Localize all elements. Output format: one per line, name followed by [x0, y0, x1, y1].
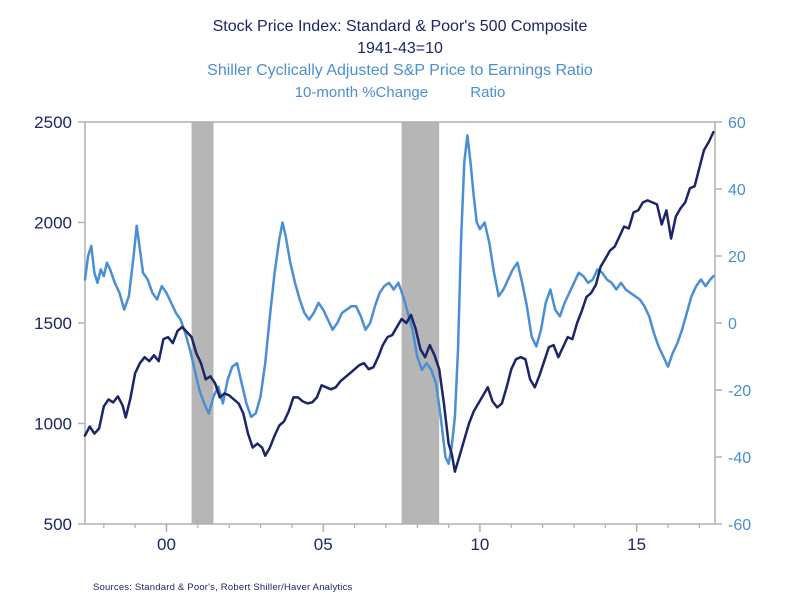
chart-title-line2: 1941-43=10 — [357, 40, 443, 57]
chart-title-line1: Stock Price Index: Standard & Poor's 500… — [212, 18, 588, 35]
right-axis-label: 20 — [728, 249, 746, 266]
chart-subtitle-line2: 10-month %Change Ratio — [0, 82, 800, 104]
left-axis-label: 1000 — [34, 415, 72, 434]
recession-band — [401, 122, 440, 524]
right-axis-label: 60 — [728, 115, 746, 132]
sp500-line — [83, 130, 715, 473]
legend-percent-change-label: 10-month %Change — [294, 84, 429, 101]
source-note: Sources: Standard & Poor's, Robert Shill… — [93, 582, 353, 593]
x-axis-label: 10 — [470, 535, 489, 554]
right-axis-label: -20 — [728, 383, 751, 400]
x-axis-label: 05 — [314, 535, 333, 554]
chart-titles: Stock Price Index: Standard & Poor's 500… — [0, 16, 800, 104]
x-axis-label: 15 — [627, 535, 646, 554]
legend-ratio-label: Ratio — [470, 84, 506, 101]
right-axis-label: -60 — [728, 517, 751, 534]
right-axis-label: -40 — [728, 450, 751, 467]
left-axis-label: 500 — [44, 515, 72, 534]
right-axis-label: 0 — [728, 316, 737, 333]
left-axis-label: 2500 — [34, 113, 72, 132]
left-axis-label: 1500 — [34, 314, 72, 333]
chart-subtitle-line1: Shiller Cyclically Adjusted S&P Price to… — [207, 62, 593, 79]
left-axis-label: 2000 — [34, 214, 72, 233]
recession-band — [191, 122, 214, 524]
cape-change-line — [83, 134, 715, 465]
right-axis-label: 40 — [728, 182, 746, 199]
x-axis-label: 00 — [157, 535, 176, 554]
